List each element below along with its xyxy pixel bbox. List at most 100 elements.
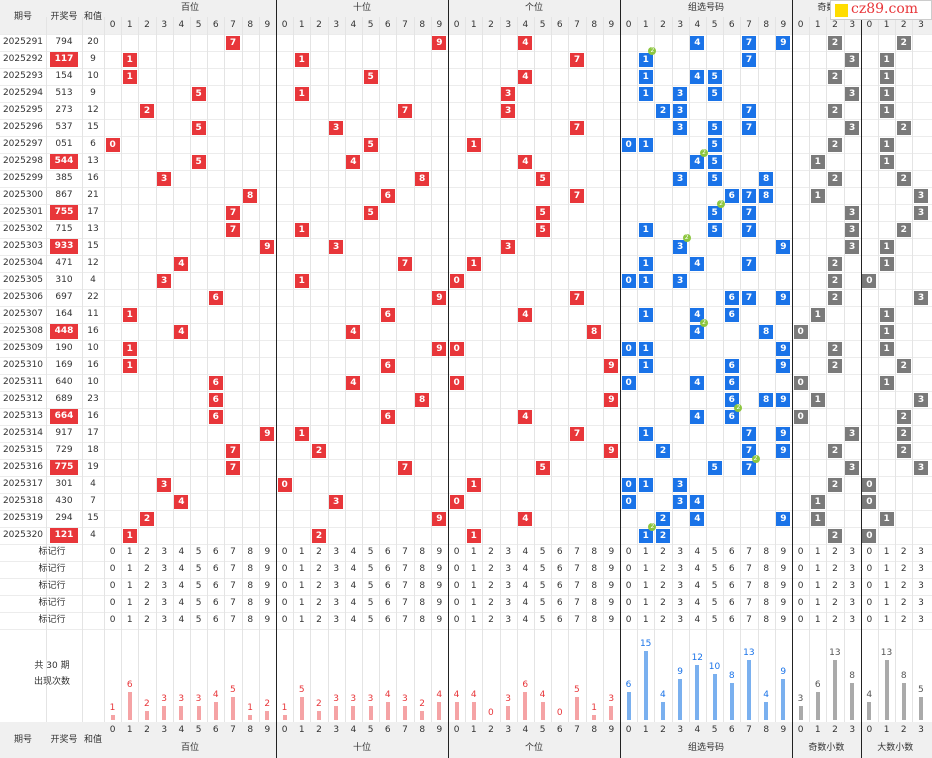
marker-digit[interactable]: 4: [694, 547, 701, 557]
marker-digit[interactable]: 2: [488, 547, 494, 557]
marker-digit[interactable]: 1: [470, 547, 477, 557]
marker-digit[interactable]: 6: [384, 547, 391, 557]
marker-digit[interactable]: 9: [264, 547, 271, 557]
marker-big-digit[interactable]: 0: [866, 581, 873, 591]
marker-digit[interactable]: 2: [144, 581, 150, 591]
marker-odd-digit[interactable]: 3: [849, 547, 856, 557]
marker-digit[interactable]: 6: [728, 615, 735, 625]
marker-digit[interactable]: 8: [247, 581, 254, 591]
marker-digit[interactable]: 8: [419, 598, 426, 608]
marker-digit[interactable]: 7: [402, 547, 408, 557]
marker-digit[interactable]: 5: [711, 547, 718, 557]
marker-digit[interactable]: 3: [505, 581, 512, 591]
marker-digit[interactable]: 8: [247, 547, 254, 557]
marker-digit[interactable]: 2: [316, 598, 322, 608]
marker-row-label[interactable]: 标记行: [38, 564, 66, 574]
marker-digit[interactable]: 9: [780, 598, 787, 608]
marker-digit[interactable]: 2: [660, 564, 666, 574]
marker-big-digit[interactable]: 2: [900, 598, 907, 608]
marker-digit[interactable]: 6: [212, 564, 219, 574]
marker-big-digit[interactable]: 3: [918, 547, 924, 557]
marker-digit[interactable]: 7: [402, 564, 408, 574]
marker-digit[interactable]: 3: [161, 598, 168, 608]
marker-digit[interactable]: 7: [574, 615, 580, 625]
marker-digit[interactable]: 1: [642, 581, 649, 591]
marker-digit[interactable]: 6: [556, 581, 563, 591]
marker-digit[interactable]: 6: [728, 581, 735, 591]
marker-digit[interactable]: 9: [608, 547, 615, 557]
marker-digit[interactable]: 3: [333, 615, 340, 625]
marker-digit[interactable]: 5: [367, 581, 374, 591]
marker-digit[interactable]: 9: [780, 547, 787, 557]
marker-odd-digit[interactable]: 2: [832, 598, 838, 608]
marker-digit[interactable]: 8: [591, 615, 598, 625]
marker-digit[interactable]: 4: [522, 547, 529, 557]
marker-digit[interactable]: 5: [539, 581, 546, 591]
marker-digit[interactable]: 1: [642, 547, 649, 557]
marker-digit[interactable]: 0: [281, 615, 288, 625]
marker-digit[interactable]: 4: [178, 598, 185, 608]
marker-digit[interactable]: 5: [539, 598, 546, 608]
marker-digit[interactable]: 6: [556, 547, 563, 557]
marker-digit[interactable]: 3: [333, 581, 340, 591]
marker-digit[interactable]: 9: [436, 564, 443, 574]
marker-digit[interactable]: 2: [660, 598, 666, 608]
marker-odd-digit[interactable]: 3: [849, 615, 856, 625]
marker-digit[interactable]: 4: [522, 615, 529, 625]
marker-big-digit[interactable]: 2: [900, 581, 907, 591]
marker-digit[interactable]: 8: [763, 615, 770, 625]
marker-row-label[interactable]: 标记行: [38, 598, 66, 608]
marker-digit[interactable]: 5: [711, 564, 718, 574]
marker-digit[interactable]: 4: [350, 615, 357, 625]
marker-digit[interactable]: 9: [608, 581, 615, 591]
marker-digit[interactable]: 6: [212, 547, 219, 557]
marker-digit[interactable]: 0: [109, 598, 116, 608]
marker-digit[interactable]: 2: [316, 547, 322, 557]
marker-digit[interactable]: 1: [298, 547, 305, 557]
marker-digit[interactable]: 0: [453, 564, 460, 574]
marker-digit[interactable]: 0: [453, 547, 460, 557]
marker-digit[interactable]: 7: [746, 547, 752, 557]
marker-digit[interactable]: 6: [212, 581, 219, 591]
marker-digit[interactable]: 8: [247, 598, 254, 608]
marker-digit[interactable]: 5: [195, 547, 202, 557]
marker-row-label[interactable]: 标记行: [38, 581, 66, 591]
site-logo[interactable]: cz89.com: [830, 0, 932, 20]
marker-digit[interactable]: 8: [591, 564, 598, 574]
marker-digit[interactable]: 6: [728, 547, 735, 557]
marker-digit[interactable]: 8: [763, 581, 770, 591]
marker-digit[interactable]: 7: [230, 547, 236, 557]
marker-digit[interactable]: 2: [488, 615, 494, 625]
marker-digit[interactable]: 4: [694, 598, 701, 608]
marker-digit[interactable]: 8: [419, 581, 426, 591]
marker-digit[interactable]: 1: [126, 598, 133, 608]
marker-digit[interactable]: 6: [212, 598, 219, 608]
marker-digit[interactable]: 0: [109, 564, 116, 574]
marker-digit[interactable]: 9: [780, 564, 787, 574]
marker-odd-digit[interactable]: 3: [849, 598, 856, 608]
marker-digit[interactable]: 0: [109, 547, 116, 557]
marker-digit[interactable]: 3: [161, 547, 168, 557]
marker-digit[interactable]: 7: [746, 615, 752, 625]
marker-digit[interactable]: 0: [281, 547, 288, 557]
marker-big-digit[interactable]: 1: [883, 581, 890, 591]
marker-digit[interactable]: 0: [281, 564, 288, 574]
marker-digit[interactable]: 6: [384, 581, 391, 591]
marker-digit[interactable]: 1: [470, 615, 477, 625]
marker-digit[interactable]: 9: [608, 564, 615, 574]
marker-big-digit[interactable]: 2: [900, 615, 907, 625]
marker-digit[interactable]: 8: [763, 564, 770, 574]
marker-digit[interactable]: 9: [436, 547, 443, 557]
marker-digit[interactable]: 1: [126, 615, 133, 625]
marker-big-digit[interactable]: 1: [883, 615, 890, 625]
marker-digit[interactable]: 7: [574, 564, 580, 574]
marker-row-label[interactable]: 标记行: [38, 615, 66, 625]
marker-big-digit[interactable]: 0: [866, 564, 873, 574]
marker-big-digit[interactable]: 0: [866, 547, 873, 557]
marker-digit[interactable]: 7: [230, 598, 236, 608]
marker-digit[interactable]: 8: [763, 598, 770, 608]
marker-big-digit[interactable]: 2: [900, 564, 907, 574]
marker-big-digit[interactable]: 3: [918, 564, 924, 574]
marker-odd-digit[interactable]: 2: [832, 547, 838, 557]
marker-digit[interactable]: 4: [178, 547, 185, 557]
